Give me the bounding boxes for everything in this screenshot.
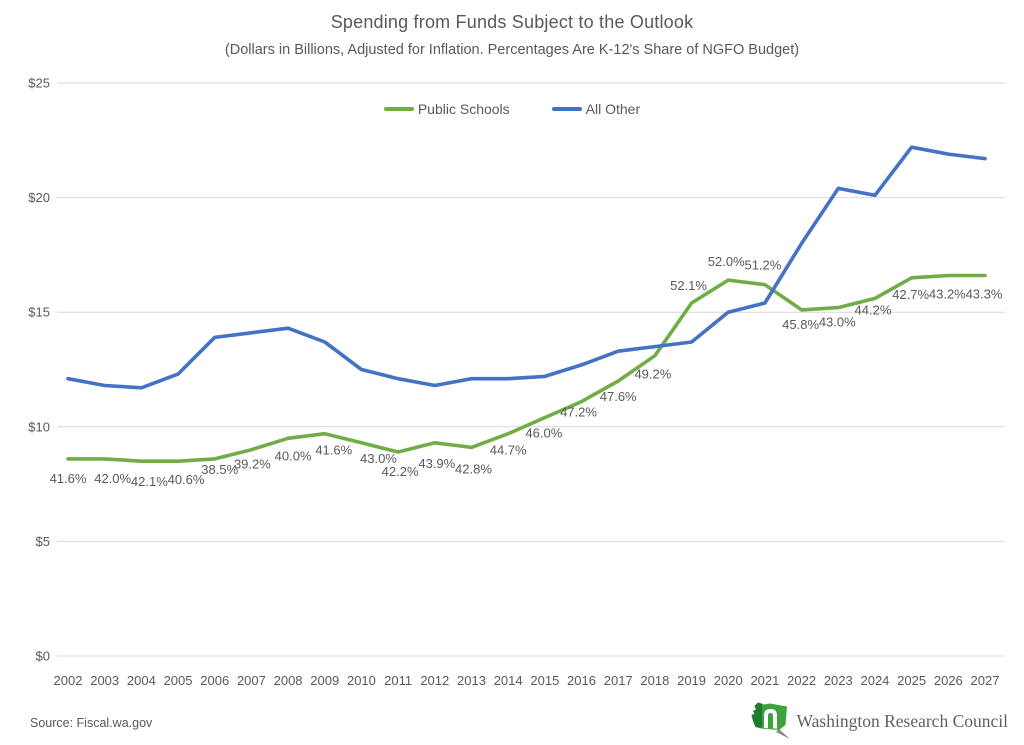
pct-label: 46.0% [525,426,562,441]
legend-label-all-other: All Other [585,101,641,117]
source-note: Source: Fiscal.wa.gov [30,716,153,730]
x-tick-label: 2019 [677,673,706,688]
pct-label: 43.0% [360,451,397,466]
x-tick-label: 2014 [494,673,523,688]
brand-footer: Washington Research Council [749,700,1008,742]
pct-label: 52.0% [708,254,745,269]
series-line-public-schools [66,273,987,463]
pct-label: 43.2% [929,287,966,302]
pct-label: 45.8% [782,317,819,332]
pct-label: 44.7% [490,443,527,458]
legend-item-all-other: All Other [551,101,641,117]
x-tick-label: 2027 [971,673,1000,688]
x-tick-label: 2011 [384,673,412,688]
pct-label: 42.2% [382,464,419,479]
chart-subtitle: (Dollars in Billions, Adjusted for Infla… [224,42,800,58]
x-tick-label: 2004 [127,673,156,688]
pct-label: 38.5% [201,462,238,477]
x-tick-label: 2005 [164,673,193,688]
y-tick-label: $25 [28,76,50,91]
x-tick-label: 2021 [750,673,779,688]
x-tick-label: 2018 [640,673,669,688]
x-tick-label: 2003 [90,673,119,688]
x-tick-label: 2009 [310,673,339,688]
x-tick-label: 2002 [54,673,83,688]
washington-state-logo [751,702,790,739]
x-tick-label: 2022 [787,673,816,688]
pct-label: 42.7% [892,287,929,302]
pct-label: 47.6% [600,389,637,404]
x-tick-label: 2007 [237,673,266,688]
pct-label: 41.6% [315,443,352,458]
legend-item-public-schools: Public Schools [383,101,510,117]
x-tick-label: 2015 [530,673,559,688]
x-tick-label: 2024 [860,673,889,688]
x-tick-label: 2013 [457,673,486,688]
pct-label: 41.6% [50,471,87,486]
pct-label: 40.0% [275,448,312,463]
x-tick-label: 2017 [604,673,633,688]
pct-label: 39.2% [234,457,271,472]
legend-label-public-schools: Public Schools [417,101,510,117]
y-tick-label: $20 [28,190,50,205]
x-tick-label: 2025 [897,673,926,688]
y-tick-label: $5 [36,534,50,549]
y-tick-label: $0 [36,649,50,664]
chart-legend: Public Schools All Other [0,101,1024,117]
pct-label: 51.2% [744,258,781,273]
x-tick-label: 2020 [714,673,743,688]
pct-label: 52.1% [670,278,707,293]
y-tick-label: $15 [28,305,50,320]
pct-label: 49.2% [634,367,671,382]
pct-label: 42.8% [455,461,492,476]
pct-label: 40.6% [168,472,205,487]
brand-name: Washington Research Council [796,710,1008,731]
x-tick-label: 2010 [347,673,376,688]
series-line-all-other [66,145,987,390]
x-tick-label: 2016 [567,673,596,688]
x-tick-label: 2012 [420,673,449,688]
x-tick-label: 2026 [934,673,963,688]
chart-title: Spending from Funds Subject to the Outlo… [330,12,694,32]
pct-label: 43.3% [966,287,1003,302]
pct-label: 43.0% [819,315,856,330]
legend-swatch-public-schools [383,107,414,111]
x-tick-label: 2023 [824,673,853,688]
pct-label: 47.2% [560,405,597,420]
pct-label: 42.0% [94,471,131,486]
x-tick-label: 2008 [274,673,303,688]
y-tick-label: $10 [28,419,50,434]
x-tick-label: 2006 [200,673,229,688]
legend-swatch-all-other [551,107,582,111]
pct-label: 43.9% [418,456,455,471]
pct-label: 42.1% [131,474,168,489]
pct-label: 44.2% [855,302,892,317]
